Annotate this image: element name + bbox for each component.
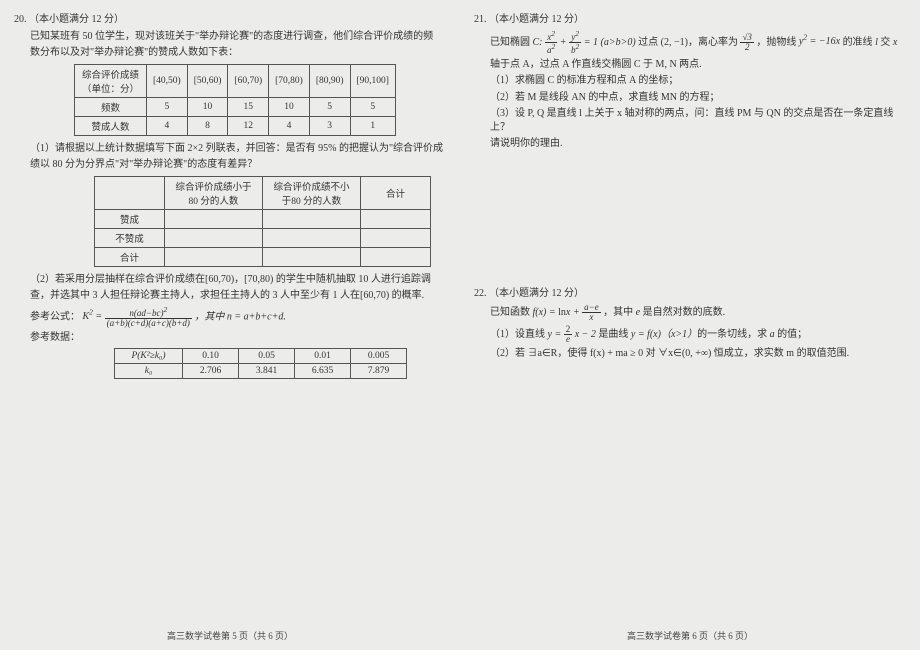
- t2-c3: 合计: [361, 176, 431, 209]
- q21-l6: 请说明你的理由.: [474, 137, 906, 151]
- t1-r1-1: 10: [187, 97, 228, 116]
- t1-c5: [90,100]: [350, 64, 395, 97]
- t3-r1-0: 0.10: [183, 349, 239, 364]
- q20-table1: 综合评价成绩（单位：分） [40,50) [50,60) [60,70) [70…: [74, 64, 396, 136]
- q22-pts: （本小题满分 12 分）: [489, 288, 584, 299]
- t2-c2: 综合评价成绩不小于80 分的人数: [263, 176, 361, 209]
- q20-p2a: （2）若采用分层抽样在综合评价成绩在[60,70)，[70,80) 的学生中随机…: [14, 273, 446, 287]
- t1-c2: [60,70): [228, 64, 269, 97]
- t2-r3: 合计: [95, 247, 165, 266]
- t3-r2-2: 6.635: [295, 364, 351, 379]
- t1-h1: 综合评价成绩（单位：分）: [75, 64, 147, 97]
- q20-reflabel: 参考数据：: [14, 331, 446, 345]
- t1-r2l: 赞成人数: [75, 116, 147, 135]
- q20-p2b: 查，并选其中 3 人担任辩论赛主持人，求担任主持人的 3 人中至少有 1 人在[…: [14, 289, 446, 303]
- t1-r2-2: 12: [228, 116, 269, 135]
- t1-r1-4: 5: [309, 97, 350, 116]
- t3-r2-0: 2.706: [183, 364, 239, 379]
- t1-r2-3: 4: [269, 116, 310, 135]
- q20-table3: P(K²≥k₀) 0.10 0.05 0.01 0.005 k₀ 2.706 3…: [114, 348, 407, 379]
- q21-l5: （3）设 P, Q 是直线 l 上关于 x 轴对称的两点，问：直线 PM 与 Q…: [474, 107, 906, 134]
- t1-c4: [80,90): [309, 64, 350, 97]
- k2-formula: K2 =: [83, 311, 105, 322]
- t3-r2-3: 7.879: [351, 364, 407, 379]
- q21-l1: 已知椭圆 C: x2a2 + y2b2 = 1 (a>b>0) 过点 (2, −…: [474, 30, 906, 55]
- t3-r1-1: 0.05: [239, 349, 295, 364]
- footer-right: 高三数学试卷第 6 页（共 6 页）: [460, 629, 920, 642]
- q20-p1b: 绩以 80 分为分界点"对"举办辩论赛"的态度有差异？: [14, 158, 446, 172]
- t1-r1-0: 5: [147, 97, 188, 116]
- q21-l2: 轴于点 A，过点 A 作直线交椭圆 C 于 M, N 两点.: [474, 58, 906, 72]
- footer-left: 高三数学试卷第 5 页（共 6 页）: [0, 629, 460, 642]
- q22-l3: （2）若 ∃a∈R，使得 f(x) + ma ≥ 0 对 ∀x∈(0, +∞) …: [474, 347, 906, 361]
- q20-table2: 综合评价成绩小于80 分的人数 综合评价成绩不小于80 分的人数 合计 赞成 不…: [94, 176, 431, 267]
- q20-formula: 参考公式： K2 = n(ad−bc)2(a+b)(c+d)(a+c)(b+d)…: [14, 306, 446, 328]
- t3-k: k₀: [115, 364, 183, 379]
- q22-header: 22. （本小题满分 12 分）: [474, 287, 906, 301]
- t1-c1: [50,60): [187, 64, 228, 97]
- q22-l2: （1）设直线 y = 2e x − 2 是曲线 y = f(x)（x>1）的一条…: [474, 325, 906, 344]
- q20-num: 20.: [14, 14, 27, 25]
- t1-r2-4: 3: [309, 116, 350, 135]
- q21-header: 21. （本小题满分 12 分）: [474, 13, 906, 27]
- q20-intro1: 已知某班有 50 位学生，现对该班关于"举办辩论赛"的态度进行调查，他们综合评价…: [14, 30, 446, 44]
- t2-r1: 赞成: [95, 209, 165, 228]
- t3-r1-3: 0.005: [351, 349, 407, 364]
- t3-r1-2: 0.01: [295, 349, 351, 364]
- t2-c1: 综合评价成绩小于80 分的人数: [165, 176, 263, 209]
- t3-h: P(K²≥k₀): [115, 349, 183, 364]
- t1-r2-5: 1: [350, 116, 395, 135]
- q21-l3: （1）求椭圆 C 的标准方程和点 A 的坐标；: [474, 74, 906, 88]
- q21-l4: （2）若 M 是线段 AN 的中点，求直线 MN 的方程；: [474, 91, 906, 105]
- q21-pts: （本小题满分 12 分）: [489, 14, 584, 25]
- q20-header: 20. （本小题满分 12 分）: [14, 13, 446, 27]
- t3-r2-1: 3.841: [239, 364, 295, 379]
- t1-r2-1: 8: [187, 116, 228, 135]
- page-right: 21. （本小题满分 12 分） 已知椭圆 C: x2a2 + y2b2 = 1…: [460, 0, 920, 650]
- q22-num: 22.: [474, 288, 487, 299]
- q22-l1: 已知函数 f(x) = lnx + a−ex ，其中 e 是自然对数的底数.: [474, 303, 906, 322]
- q20-intro2: 数分布以及对"举办辩论赛"的赞成人数如下表：: [14, 46, 446, 60]
- t1-r1-2: 15: [228, 97, 269, 116]
- t1-r1l: 频数: [75, 97, 147, 116]
- q20-p1a: （1）请根据以上统计数据填写下面 2×2 列联表，并回答：是否有 95% 的把握…: [14, 142, 446, 156]
- t1-r1-5: 5: [350, 97, 395, 116]
- formula-label: 参考公式：: [30, 311, 80, 322]
- k2-frac: n(ad−bc)2(a+b)(c+d)(a+c)(b+d): [105, 306, 192, 328]
- page-left: 20. （本小题满分 12 分） 已知某班有 50 位学生，现对该班关于"举办辩…: [0, 0, 460, 650]
- q21-num: 21.: [474, 14, 487, 25]
- k2-where: ，其中 n = a+b+c+d.: [194, 311, 285, 322]
- t1-r2-0: 4: [147, 116, 188, 135]
- t1-c3: [70,80): [269, 64, 310, 97]
- q20-pts: （本小题满分 12 分）: [29, 14, 124, 25]
- t1-c0: [40,50): [147, 64, 188, 97]
- t2-r2: 不赞成: [95, 228, 165, 247]
- t1-r1-3: 10: [269, 97, 310, 116]
